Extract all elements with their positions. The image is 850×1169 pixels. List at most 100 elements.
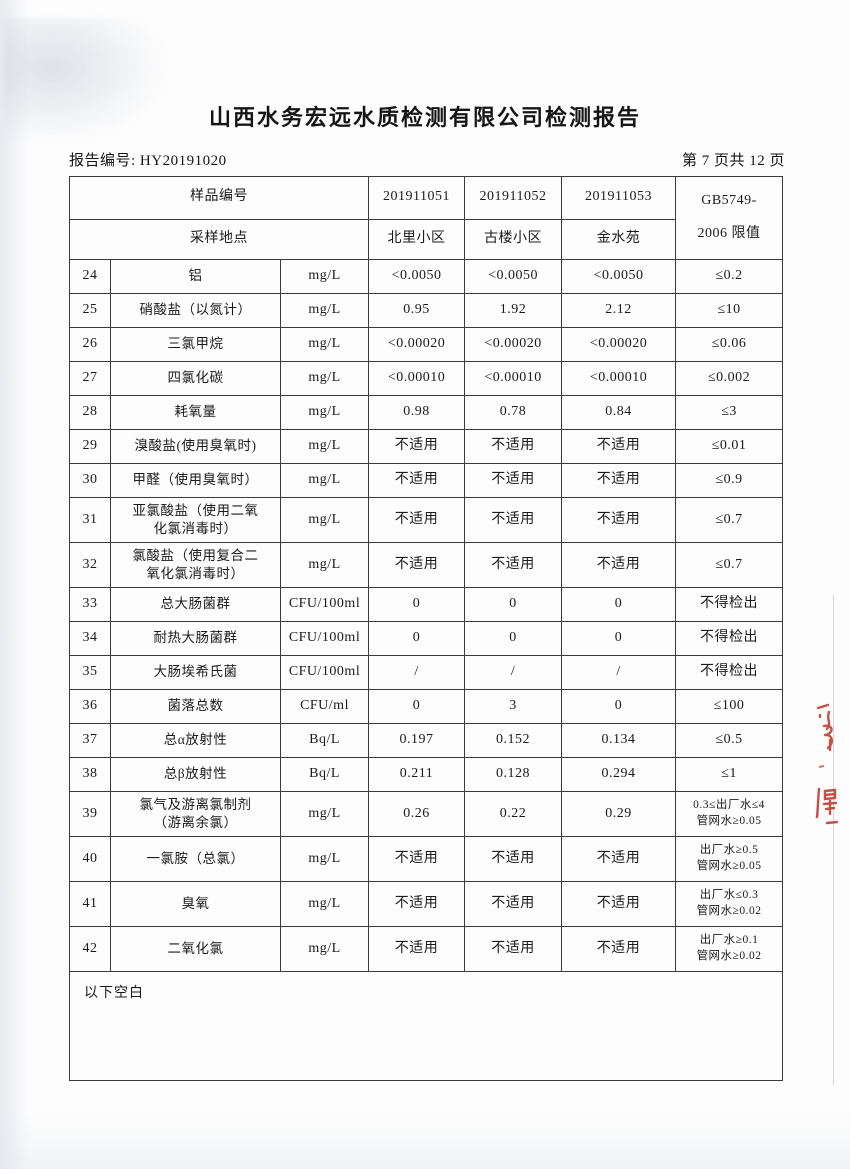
sample2-value: / bbox=[464, 655, 563, 690]
unit-cell: mg/L bbox=[279, 542, 370, 588]
report-number: 报告编号: HY20191020 bbox=[69, 153, 227, 169]
sample1-value: 不适用 bbox=[368, 429, 466, 464]
sample2-value: 不适用 bbox=[464, 881, 563, 927]
limit-value: 出厂水≤0.3 管网水≥0.02 bbox=[675, 881, 784, 927]
row-number: 29 bbox=[69, 429, 111, 464]
sample2-value: 0 bbox=[464, 621, 563, 656]
sample2-value: 1.92 bbox=[464, 293, 563, 328]
unit-cell: mg/L bbox=[279, 327, 370, 362]
parameter-name: 亚氯酸盐（使用二氧 化氯消毒时） bbox=[110, 497, 281, 543]
parameter-name: 总大肠菌群 bbox=[110, 587, 281, 622]
table-row: 30 甲醛（使用臭氧时） mg/L 不适用 不适用 不适用 ≤0.9 bbox=[69, 463, 784, 498]
row-number: 33 bbox=[69, 587, 111, 622]
sample3-value: 不适用 bbox=[561, 463, 677, 498]
parameter-name: 甲醛（使用臭氧时） bbox=[110, 463, 281, 498]
table-row: 38 总β放射性 Bq/L 0.211 0.128 0.294 ≤1 bbox=[69, 757, 784, 792]
parameter-name: 一氯胺（总氯） bbox=[110, 836, 281, 882]
sample1-value: 0 bbox=[368, 621, 466, 656]
sample2-value: 3 bbox=[464, 689, 563, 724]
unit-cell: mg/L bbox=[279, 463, 370, 498]
location-2: 古楼小区 bbox=[464, 218, 563, 260]
parameter-name: 臭氧 bbox=[110, 881, 281, 927]
table-row: 24 铝 mg/L <0.0050 <0.0050 <0.0050 ≤0.2 bbox=[69, 259, 784, 294]
location-label: 采样地点 bbox=[68, 218, 370, 260]
table-row: 26 三氯甲烷 mg/L <0.00020 <0.00020 <0.00020 … bbox=[69, 327, 784, 362]
sample3-value: 0 bbox=[561, 689, 677, 724]
sample3-value: 不适用 bbox=[561, 836, 677, 882]
row-number: 42 bbox=[69, 926, 111, 972]
sample1-value: 0.197 bbox=[368, 723, 466, 758]
sample3-value: 0.134 bbox=[561, 723, 677, 758]
table-body: 样品编号 201911051 201911052 201911053 GB574… bbox=[68, 176, 784, 1081]
row-number: 32 bbox=[69, 542, 111, 588]
sample1-value: 不适用 bbox=[368, 881, 466, 927]
sample2-value: <0.00020 bbox=[464, 327, 563, 362]
meta-row: 报告编号: HY20191020 第 7 页共 12 页 bbox=[69, 149, 785, 170]
blank-below-note: 以下空白 bbox=[68, 971, 784, 1081]
limit-value: ≤0.9 bbox=[675, 463, 784, 498]
sample1-value: 0.98 bbox=[368, 395, 466, 430]
table-row: 32 氯酸盐（使用复合二 氧化氯消毒时） mg/L 不适用 不适用 不适用 ≤0… bbox=[69, 542, 784, 588]
unit-cell: mg/L bbox=[279, 395, 370, 430]
limit-value: ≤0.002 bbox=[675, 361, 784, 396]
red-stamp-fragment-upper bbox=[816, 702, 838, 754]
header-row-location: 采样地点 北里小区 古楼小区 金水苑 bbox=[68, 218, 783, 260]
parameter-name: 总α放射性 bbox=[110, 723, 281, 758]
parameter-name: 溴酸盐(使用臭氧时) bbox=[110, 429, 281, 464]
sample1-value: 0 bbox=[368, 587, 466, 622]
sample3-value: 不适用 bbox=[561, 429, 677, 464]
limit-value: 不得检出 bbox=[675, 655, 784, 690]
sample1-value: <0.00010 bbox=[368, 361, 466, 396]
row-number: 30 bbox=[69, 463, 111, 498]
limit-value: 0.3≤出厂水≤4 管网水≥0.05 bbox=[675, 791, 784, 837]
unit-cell: CFU/100ml bbox=[279, 587, 370, 622]
unit-cell: Bq/L bbox=[279, 723, 370, 758]
sample2-value: <0.00010 bbox=[464, 361, 563, 396]
sample-id-3: 201911053 bbox=[561, 176, 677, 220]
limit-value: ≤3 bbox=[675, 395, 784, 430]
limit-value: 不得检出 bbox=[675, 621, 784, 656]
parameter-name: 菌落总数 bbox=[110, 689, 281, 724]
sample3-value: 0.29 bbox=[561, 791, 677, 837]
sample3-value: <0.0050 bbox=[561, 259, 677, 294]
row-number: 34 bbox=[69, 621, 111, 656]
parameter-name: 耗氧量 bbox=[110, 395, 281, 430]
limit-value: ≤100 bbox=[675, 689, 784, 724]
row-number: 41 bbox=[69, 881, 111, 927]
limit-value: 出厂水≥0.5 管网水≥0.05 bbox=[675, 836, 784, 882]
limit-value: 不得检出 bbox=[675, 587, 784, 622]
parameter-name: 总β放射性 bbox=[110, 757, 281, 792]
row-number: 40 bbox=[69, 836, 111, 882]
sample3-value: 不适用 bbox=[561, 926, 677, 972]
parameter-name: 氯酸盐（使用复合二 氧化氯消毒时） bbox=[110, 542, 281, 588]
limit-value: 出厂水≥0.1 管网水≥0.02 bbox=[675, 926, 784, 972]
scan-artifact-top-left bbox=[4, 18, 174, 148]
scan-page-edge-line bbox=[833, 595, 834, 1085]
unit-cell: mg/L bbox=[279, 361, 370, 396]
row-number: 38 bbox=[69, 757, 111, 792]
limit-standard-line2: 2006 限值 bbox=[697, 226, 761, 242]
sample1-value: 不适用 bbox=[368, 463, 466, 498]
sample1-value: 0.211 bbox=[368, 757, 466, 792]
row-number: 28 bbox=[69, 395, 111, 430]
sample3-value: 0 bbox=[561, 621, 677, 656]
unit-cell: mg/L bbox=[279, 926, 370, 972]
sample2-value: 0.22 bbox=[464, 791, 563, 837]
sample2-value: 不适用 bbox=[464, 463, 563, 498]
sample1-value: <0.00020 bbox=[368, 327, 466, 362]
sample1-value: 0.26 bbox=[368, 791, 466, 837]
parameter-name: 硝酸盐（以氮计） bbox=[110, 293, 281, 328]
sample2-value: 不适用 bbox=[464, 926, 563, 972]
table-row: 41 臭氧 mg/L 不适用 不适用 不适用 出厂水≤0.3 管网水≥0.02 bbox=[69, 881, 784, 927]
header-row-sample-id: 样品编号 201911051 201911052 201911053 GB574… bbox=[68, 176, 784, 260]
row-number: 37 bbox=[69, 723, 111, 758]
table-row: 36 菌落总数 CFU/ml 0 3 0 ≤100 bbox=[69, 689, 784, 724]
table-row: 42 二氧化氯 mg/L 不适用 不适用 不适用 出厂水≥0.1 管网水≥0.0… bbox=[69, 926, 784, 972]
row-number: 39 bbox=[69, 791, 111, 837]
parameter-name: 耐热大肠菌群 bbox=[110, 621, 281, 656]
unit-cell: mg/L bbox=[279, 791, 370, 837]
parameter-name: 三氯甲烷 bbox=[110, 327, 281, 362]
table-row: 39 氯气及游离氯制剂 （游离余氯） mg/L 0.26 0.22 0.29 0… bbox=[69, 791, 784, 837]
parameter-name: 铝 bbox=[110, 259, 281, 294]
